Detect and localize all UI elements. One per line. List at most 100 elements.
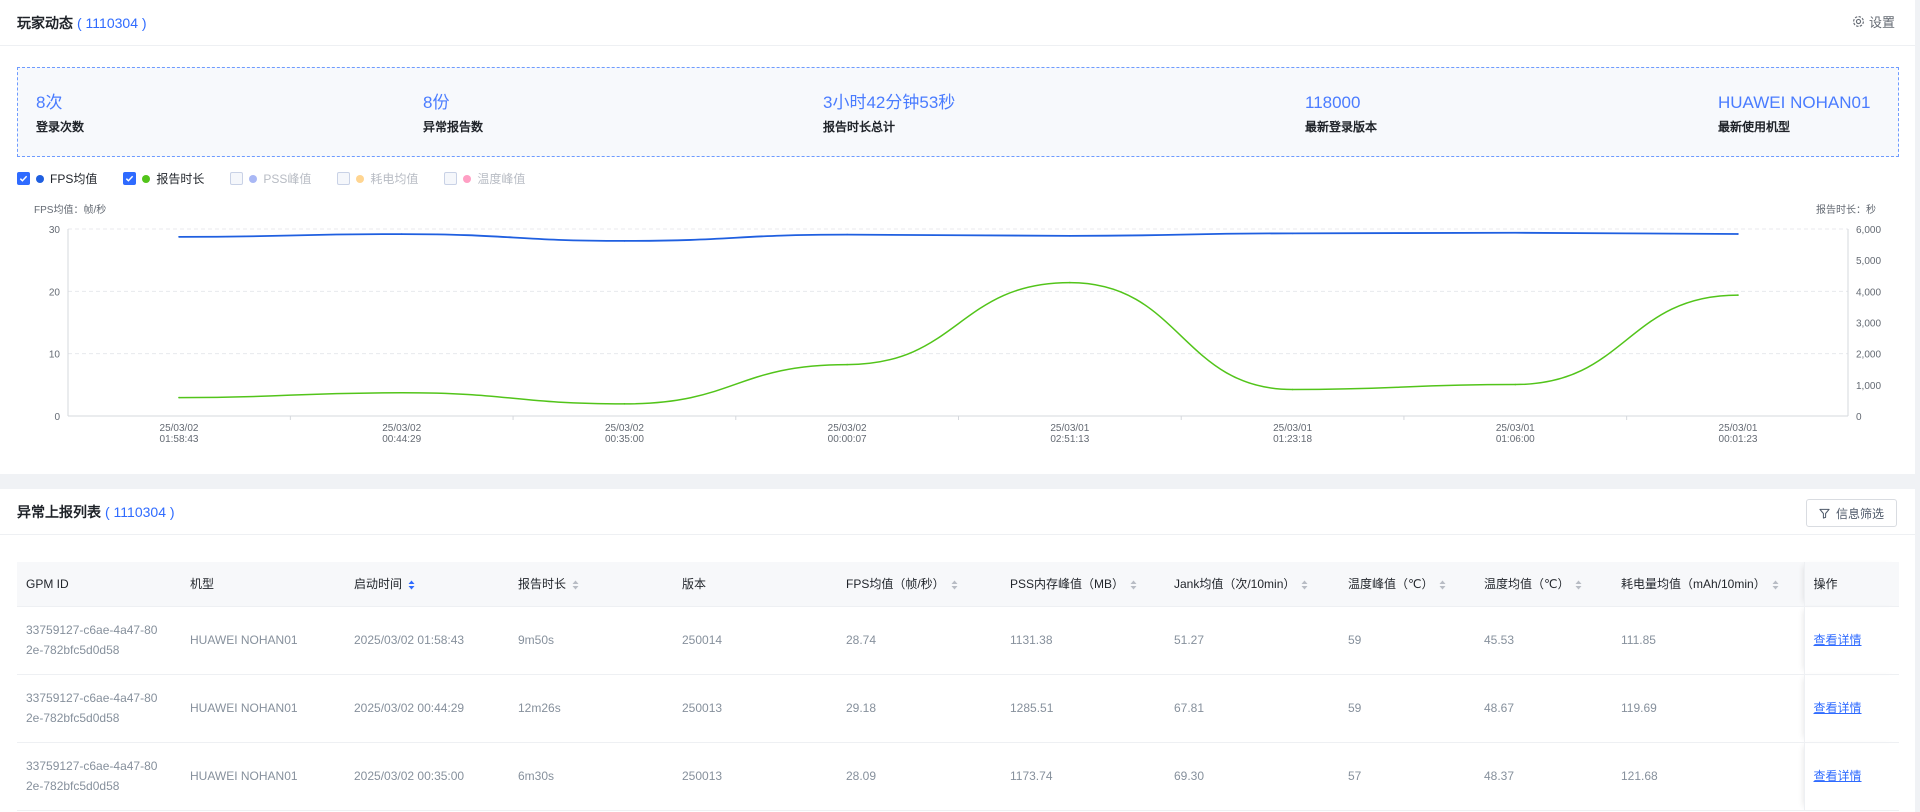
legend-item-2[interactable]: PSS峰值: [230, 170, 311, 187]
legend-dot-icon: [142, 174, 151, 183]
data-point: [846, 233, 848, 236]
stat-label: 报告时长总计: [823, 120, 896, 134]
checkbox-unchecked-icon[interactable]: [444, 172, 458, 185]
legend-label: 温度峰值: [477, 172, 526, 186]
legend-label: 报告时长: [156, 172, 205, 186]
table-cell: 12m26s: [509, 674, 673, 743]
section-title: 异常上报列表: [17, 503, 101, 520]
filter-button[interactable]: 信息筛选: [1805, 499, 1897, 527]
stat-report-count: 8份 异常报告数: [423, 92, 483, 135]
column-header-label: 温度均值（℃）: [1484, 577, 1570, 592]
view-details-link[interactable]: 查看详情: [1813, 769, 1862, 783]
x-tick-label: 25/03/01 01:23:18: [1273, 423, 1312, 445]
cell-pss: 1131.38: [1010, 633, 1053, 647]
sort-icon[interactable]: [1130, 580, 1137, 590]
table-cell: 48.37: [1475, 742, 1612, 811]
legend-dot-icon: [463, 174, 472, 183]
column-header[interactable]: FPS均值（帧/秒）: [837, 562, 1001, 607]
legend-label: 耗电均值: [370, 172, 419, 186]
column-header[interactable]: 温度峰值（℃）: [1339, 562, 1475, 607]
data-point: [1514, 231, 1517, 234]
table-cell: 67.81: [1165, 674, 1339, 743]
table-cell: 1173.74: [1001, 742, 1165, 811]
table-row: 33759127-c6ae-4a47-802e-782bfc5d0d58 HUAW…: [17, 742, 1899, 811]
cell-temp-avg: 45.53: [1484, 633, 1515, 647]
table-cell: 1285.51: [1001, 674, 1165, 743]
cell-jank: 51.27: [1174, 633, 1205, 647]
column-header[interactable]: 温度均值（℃）: [1475, 562, 1612, 607]
column-header-label: PSS内存峰值（MB）: [1010, 577, 1125, 592]
cell-start: 2025/03/02 00:44:29: [354, 701, 465, 715]
stat-login-count: 8次 登录次数: [36, 92, 84, 135]
cell-temp-peak: 59: [1348, 633, 1362, 647]
stat-label: 最新使用机型: [1718, 120, 1791, 134]
cell-gpm-id: 33759127-c6ae-4a47-802e-782bfc5d0d58: [26, 623, 158, 657]
table-cell: 查看详情: [1803, 606, 1899, 675]
checkbox-unchecked-icon[interactable]: [337, 172, 351, 185]
table-cell: 119.69: [1612, 674, 1804, 743]
view-details-link[interactable]: 查看详情: [1813, 701, 1862, 715]
view-details-link[interactable]: 查看详情: [1813, 633, 1862, 647]
data-point: [1069, 281, 1071, 284]
cell-duration: 12m26s: [518, 701, 561, 715]
right-tick-label: 1,000: [1856, 381, 1881, 392]
left-tick-label: 30: [49, 225, 61, 236]
data-point: [1291, 232, 1294, 235]
column-header-label: Jank均值（次/10min）: [1174, 577, 1296, 592]
cell-version: 250013: [682, 701, 723, 715]
filter-icon: [1819, 508, 1830, 519]
data-point: [1069, 235, 1071, 237]
stat-label: 最新登录版本: [1305, 120, 1378, 134]
gear-icon: [1853, 16, 1864, 27]
chart-legend: FPS均值 报告时长 PSS峰值 耗电均值 温度峰值: [17, 170, 551, 187]
column-header-label: 温度峰值（℃）: [1348, 577, 1434, 592]
sort-icon[interactable]: [1301, 580, 1308, 590]
table-cell: 250014: [673, 606, 837, 675]
sort-icon[interactable]: [1439, 580, 1446, 590]
legend-item-0[interactable]: FPS均值: [17, 170, 97, 187]
column-header-label: 机型: [190, 577, 215, 592]
sort-icon[interactable]: [951, 580, 958, 590]
column-header-label: 报告时长: [518, 577, 567, 592]
cell-gpm-id: 33759127-c6ae-4a47-802e-782bfc5d0d58: [26, 759, 158, 793]
table-cell: 28.74: [837, 606, 1001, 675]
data-point: [1737, 233, 1739, 235]
sort-icon[interactable]: [572, 580, 579, 590]
legend-item-1[interactable]: 报告时长: [123, 170, 204, 187]
stat-value: 8份: [423, 93, 450, 112]
checkbox-checked-icon[interactable]: [123, 172, 137, 185]
x-tick-label: 25/03/01 02:51:13: [1050, 423, 1089, 445]
cell-power: 111.85: [1621, 633, 1656, 647]
settings-button[interactable]: 设置: [1852, 12, 1895, 31]
cell-fps: 28.09: [846, 769, 877, 783]
data-point: [623, 240, 626, 242]
table-cell: 2025/03/02 00:44:29: [345, 674, 509, 743]
sort-icon[interactable]: [1772, 580, 1779, 590]
cell-power: 121.68: [1621, 769, 1658, 783]
column-header[interactable]: Jank均值（次/10min）: [1165, 562, 1339, 607]
legend-dot-icon: [36, 174, 44, 183]
sort-icon[interactable]: [408, 580, 415, 590]
column-header-label: 版本: [682, 577, 707, 592]
player-activity-panel: 玩家动态 ( 1110304 ) 设置 8次 登录次数 8份 异常报告数 3小时…: [0, 0, 1915, 474]
column-header-label: 启动时间: [354, 577, 403, 592]
column-header[interactable]: 启动时间: [345, 562, 509, 607]
checkbox-unchecked-icon[interactable]: [230, 172, 244, 185]
stat-value: 118000: [1305, 93, 1361, 112]
legend-item-4[interactable]: 温度峰值: [444, 170, 525, 187]
table-cell: 57: [1339, 742, 1475, 811]
checkbox-checked-icon[interactable]: [17, 172, 30, 185]
legend-dot-icon: [249, 174, 258, 183]
stat-value: 3小时42分钟53秒: [823, 93, 956, 112]
column-header[interactable]: PSS内存峰值（MB）: [1001, 562, 1165, 607]
column-header[interactable]: 耗电量均值（mAh/10min）: [1612, 562, 1804, 607]
column-header-label: FPS均值（帧/秒）: [846, 577, 945, 592]
x-tick-label: 25/03/02 01:58:43: [160, 423, 199, 445]
cell-temp-peak: 59: [1348, 701, 1362, 715]
column-header[interactable]: 报告时长: [509, 562, 673, 607]
cell-duration: 9m50s: [518, 633, 555, 647]
legend-item-3[interactable]: 耗电均值: [337, 170, 418, 187]
table-cell: 250013: [673, 742, 837, 811]
sort-icon[interactable]: [1575, 580, 1582, 590]
cell-fps: 29.18: [846, 701, 877, 715]
